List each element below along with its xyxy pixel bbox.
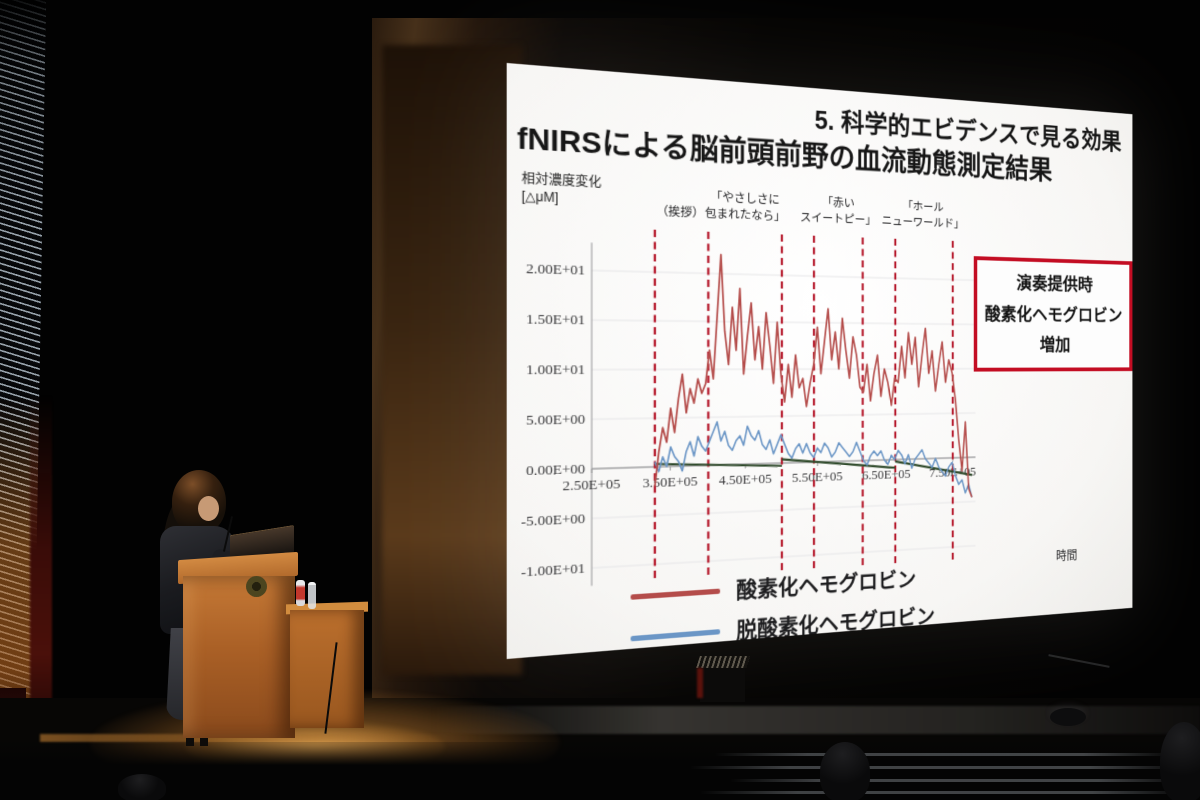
water-bottle-red-label bbox=[296, 580, 305, 606]
legend-swatch-deoxy bbox=[630, 628, 721, 641]
audience-head bbox=[1160, 722, 1200, 800]
svg-text:（挨拶）: （挨拶） bbox=[656, 203, 704, 220]
svg-text:7.50E+05: 7.50E+05 bbox=[929, 464, 976, 480]
svg-text:-5.00E+00: -5.00E+00 bbox=[521, 511, 585, 530]
podium bbox=[178, 516, 370, 740]
svg-text:「赤い: 「赤い bbox=[822, 196, 855, 210]
svg-text:「やさしさに: 「やさしさに bbox=[711, 190, 780, 206]
svg-text:6.50E+05: 6.50E+05 bbox=[862, 466, 911, 482]
svg-text:ニューワールド」: ニューワールド」 bbox=[881, 215, 964, 231]
audience-head bbox=[118, 774, 166, 800]
callout-line2: 酸素化ヘモグロビン bbox=[984, 303, 1123, 326]
svg-text:1.00E+01: 1.00E+01 bbox=[526, 362, 585, 378]
svg-text:5.50E+05: 5.50E+05 bbox=[792, 468, 843, 485]
svg-text:2.50E+05: 2.50E+05 bbox=[563, 476, 621, 494]
svg-text:-1.00E+01: -1.00E+01 bbox=[521, 560, 585, 580]
seat-back-highlight bbox=[700, 791, 1190, 794]
svg-text:「ホール: 「ホール bbox=[903, 200, 945, 214]
fnirs-chart: 2.00E+01 1.50E+01 1.00E+01 5.00E+00 0.00E+00… bbox=[521, 190, 1077, 624]
stage-front-edge bbox=[40, 734, 480, 742]
stage-monitor-red-glow bbox=[697, 668, 703, 698]
svg-text:2.00E+01: 2.00E+01 bbox=[526, 261, 585, 279]
svg-text:3.50E+05: 3.50E+05 bbox=[642, 473, 697, 490]
callout-line3: 増加 bbox=[1039, 334, 1071, 355]
svg-text:時間: 時間 bbox=[1056, 548, 1077, 563]
svg-text:包まれたなら」: 包まれたなら」 bbox=[705, 207, 785, 224]
screen-light-spill bbox=[382, 45, 522, 675]
seat-back-highlight bbox=[690, 766, 1190, 769]
svg-text:4.50E+05: 4.50E+05 bbox=[719, 471, 772, 488]
presentation-slide: 5. 科学的エビデンスで見る効果 fNIRSによる脳前頭前野の血流動態測定結果 … bbox=[506, 62, 1133, 660]
callout-box: 演奏提供時 酸素化ヘモグロビン 増加 bbox=[973, 256, 1133, 372]
seat-back-highlight bbox=[715, 753, 1175, 756]
podium-body bbox=[183, 576, 295, 738]
red-curtain bbox=[30, 395, 52, 740]
stage-monitor-grille bbox=[696, 656, 750, 668]
seat-back-highlight bbox=[730, 779, 1190, 782]
svg-text:0.00E+00: 0.00E+00 bbox=[526, 461, 585, 479]
legend-swatch-oxy bbox=[630, 588, 721, 600]
svg-text:スイートピー」: スイートピー」 bbox=[800, 211, 876, 227]
callout-line1: 演奏提供時 bbox=[1016, 273, 1093, 295]
water-bottle bbox=[308, 582, 316, 609]
audience-head bbox=[820, 742, 870, 800]
floor-light-fixture bbox=[1050, 708, 1086, 726]
stage-front-shadow bbox=[0, 742, 1200, 800]
presenter-face bbox=[198, 496, 219, 521]
podium-emblem bbox=[246, 576, 267, 597]
svg-text:5.00E+00: 5.00E+00 bbox=[526, 411, 585, 428]
svg-text:1.50E+01: 1.50E+01 bbox=[526, 311, 585, 328]
